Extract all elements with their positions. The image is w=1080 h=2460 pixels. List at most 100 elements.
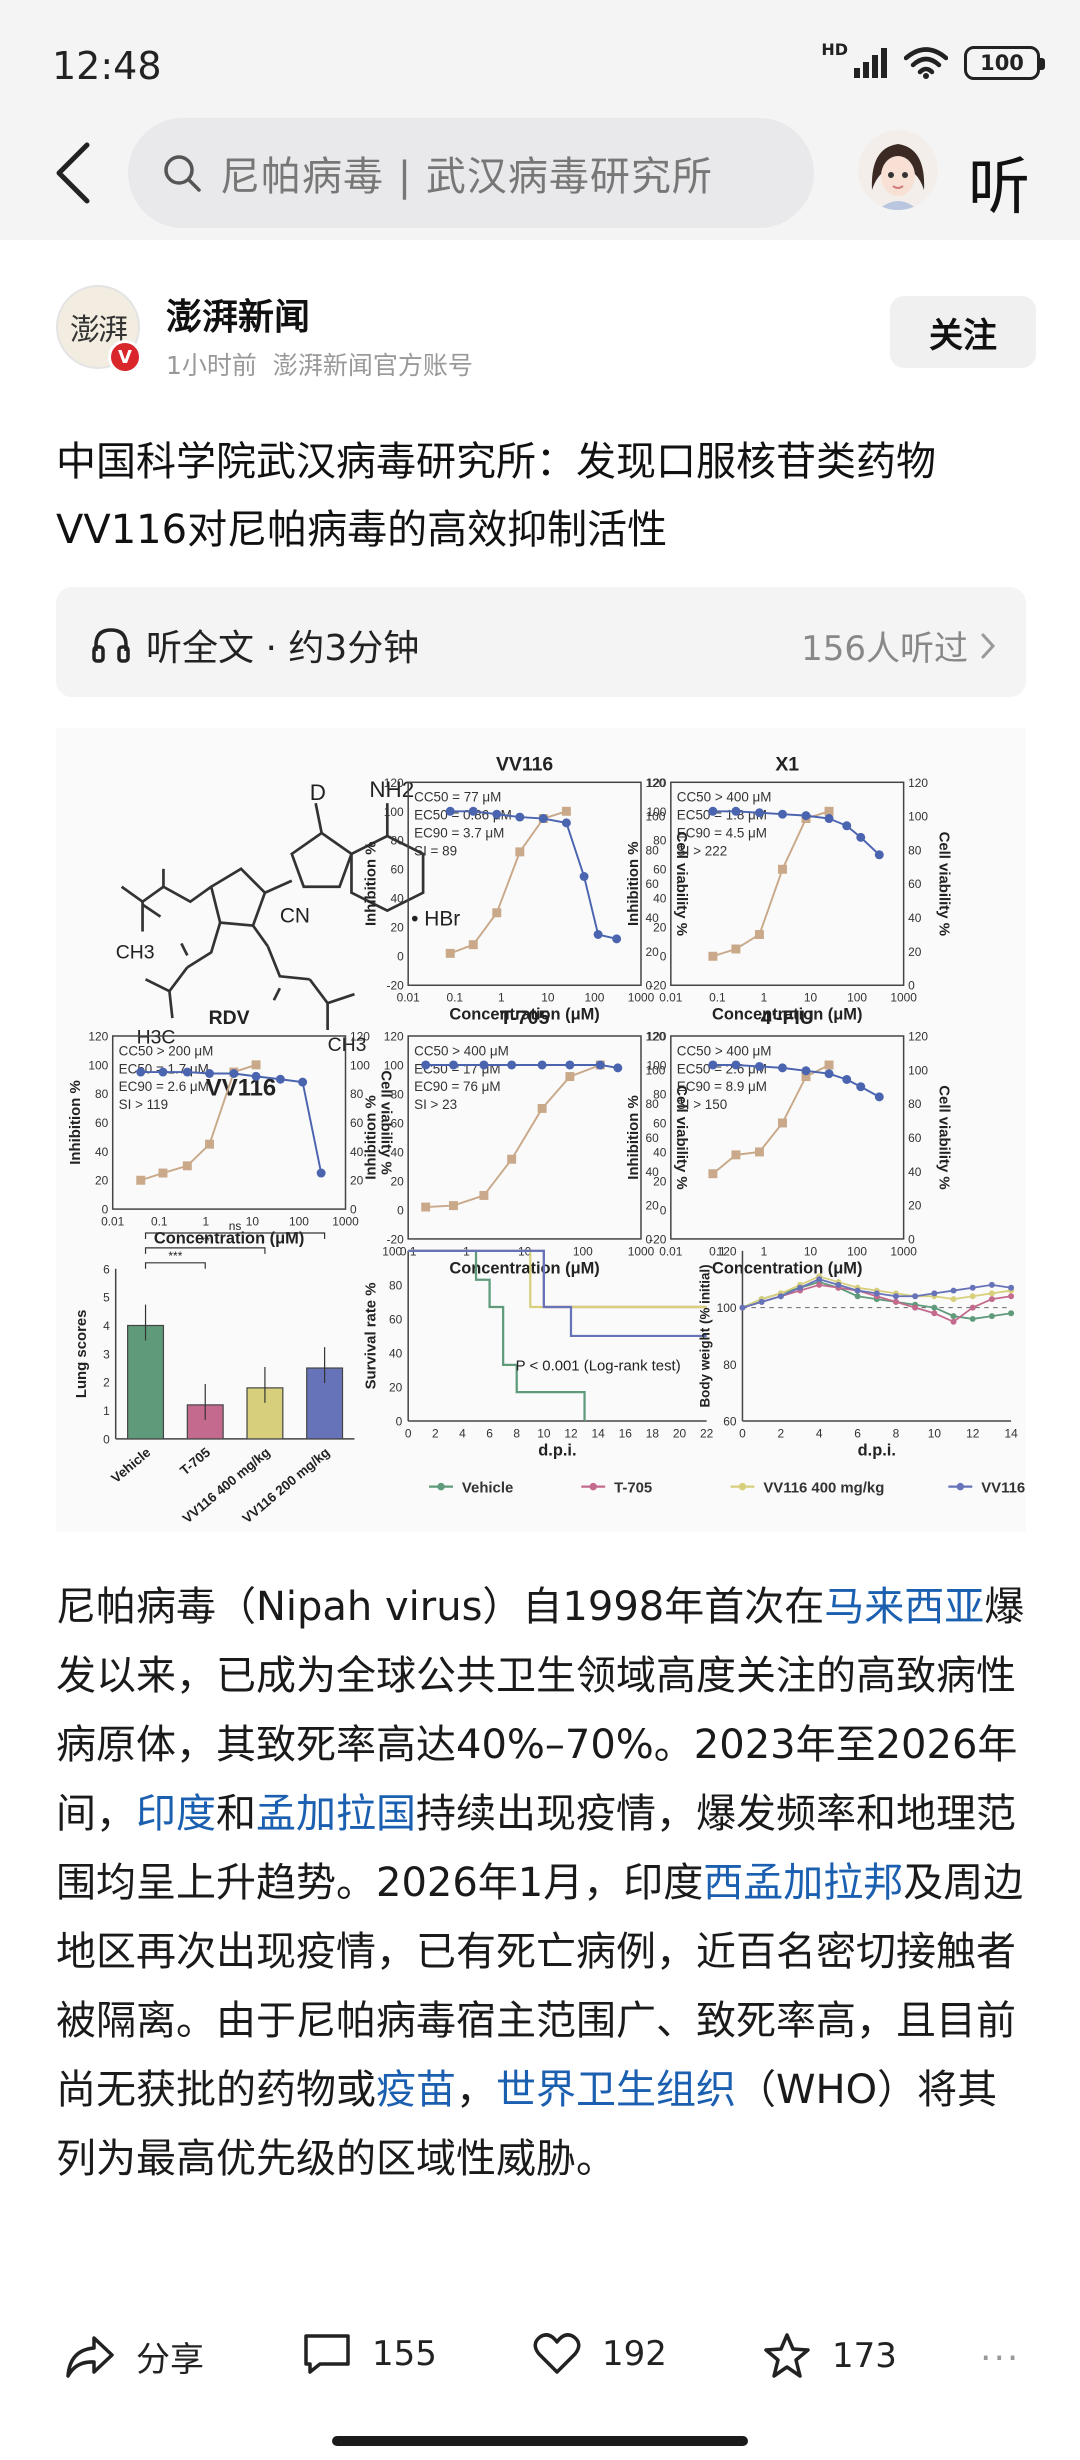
stat-label: EC90 = 2.6 μM [119,1079,209,1094]
data-point [873,1290,880,1297]
chart-title: VV116 [496,753,553,775]
data-point [275,1074,285,1084]
legend-label: Vehicle [462,1480,513,1497]
stat-label: CC50 > 400 μM [677,1043,772,1058]
status-icons: HD 100 [821,40,1045,80]
y-tick-label: 40 [653,1145,667,1159]
comment-button[interactable]: 155 [302,2332,437,2376]
category-label: T-705 [177,1444,213,1478]
data-point [537,1103,547,1113]
label-nh2: NH2 [369,777,414,802]
title-line-2: VV116对尼帕病毒的高效抑制活性 [56,507,668,553]
listen-full-bar[interactable]: 听全文 · 约3分钟 156人听过 [56,587,1026,697]
data-point [950,1287,957,1294]
x-axis-label: d.p.i. [858,1441,896,1459]
y-tick-label: 20 [389,1380,403,1394]
x-tick-label: 1000 [890,1244,917,1258]
y2-tick-label: 80 [645,1097,659,1111]
data-point [912,1293,919,1300]
data-point [251,1060,261,1070]
data-point [158,1067,168,1077]
data-point [421,1202,431,1212]
y-tick-label: 20 [390,921,404,935]
y-tick-label: 0 [397,950,404,964]
data-point [988,1296,995,1303]
share-button[interactable]: 分享 [64,2332,204,2381]
y-tick-label: 60 [389,1312,403,1326]
data-point [492,809,502,819]
data-point [778,809,787,819]
data-point [448,1201,458,1211]
data-point [492,908,502,918]
body-link[interactable]: 孟加拉国 [256,1791,416,1837]
compound-label: VV116 [206,1075,276,1102]
y-tick-label: 60 [95,1116,109,1130]
back-button[interactable] [38,138,108,208]
body-link[interactable]: 世界卫生组织 [496,2067,736,2113]
chemical-structure: NH2 D CN • HBr CH3 H3C CH3 VV116 [116,777,461,1101]
y-tick-label: 80 [653,834,667,848]
y2-tick-label: 0 [645,1232,652,1246]
stat-label: EC90 = 76 μM [414,1079,500,1094]
x-tick-label: 0.1 [151,1215,168,1229]
plot-frame [111,1035,347,1210]
x-tick-label: 10 [537,1426,551,1440]
label-ch3-b: CH3 [328,1034,367,1056]
x-axis-label: d.p.i. [538,1441,576,1459]
data-point [298,1077,308,1087]
bar [127,1324,165,1440]
y-tick-label: 80 [95,1087,109,1101]
y-tick-label: 0 [396,1414,403,1428]
y2-tick-label: 0 [908,979,915,993]
data-point [445,948,455,958]
follow-button[interactable]: 关注 [890,296,1036,368]
data-point [988,1313,995,1320]
more-button[interactable]: ··· [980,2338,1021,2379]
like-button[interactable]: 192 [532,2332,667,2376]
y-axis-label: Inhibition % [625,1095,642,1179]
plot-frame [670,1035,905,1240]
author-meta: 1小时前 澎湃新闻官方账号 [166,346,473,382]
x-tick-label: 100 [847,1244,867,1258]
body-link[interactable]: 印度 [136,1791,216,1837]
y2-tick-label: 0 [645,979,652,993]
user-avatar[interactable] [858,130,938,210]
data-point [739,1304,746,1311]
legend-marker [738,1482,747,1491]
plot-frame [407,1035,642,1240]
x-tick-label: 10 [804,1244,818,1258]
y2-tick-label: 20 [908,1199,922,1213]
data-point [854,1287,861,1294]
search-header: 尼帕病毒 | 武汉病毒研究所 听 [0,110,1080,240]
label-h3c: H3C [137,1026,176,1048]
star-icon [764,2333,810,2378]
y2-tick-label: 60 [908,877,922,891]
status-time: 12:48 [52,44,162,88]
y2-tick-label: 0 [350,1203,357,1217]
y-tick-label: 0 [397,1203,404,1217]
y2-tick-label: 120 [908,776,928,790]
x-tick-label: 0.1 [709,991,726,1005]
x-tick-label: 16 [619,1426,633,1440]
body-link[interactable]: 马来西亚 [824,1584,985,1630]
article-figure[interactable]: NH2 D CN • HBr CH3 H3C CH3 VV116 VV116 CC… [56,728,1080,1532]
x-tick-label: 0 [405,1426,412,1440]
data-point [579,872,589,881]
body-link[interactable]: 西孟加拉邦 [703,1860,904,1906]
favorite-button[interactable]: 173 [762,2332,897,2380]
data-point [758,1298,765,1305]
x-tick-label: 0.1 [446,991,463,1005]
data-point [593,930,603,939]
data-point [731,806,741,816]
home-indicator[interactable] [332,2436,748,2446]
data-point [136,1175,146,1185]
listen-button[interactable]: 听 [968,150,1031,223]
battery-level: 100 [980,51,1024,75]
body-link[interactable]: 疫苗 [376,2067,456,2113]
author-name[interactable]: 澎湃新闻 [166,297,311,338]
battery-icon: 100 [964,46,1045,80]
data-point [950,1296,957,1303]
data-point [842,821,852,831]
search-input[interactable]: 尼帕病毒 | 武汉病毒研究所 [128,118,814,228]
stat-label: CC50 > 400 μM [414,1043,509,1058]
